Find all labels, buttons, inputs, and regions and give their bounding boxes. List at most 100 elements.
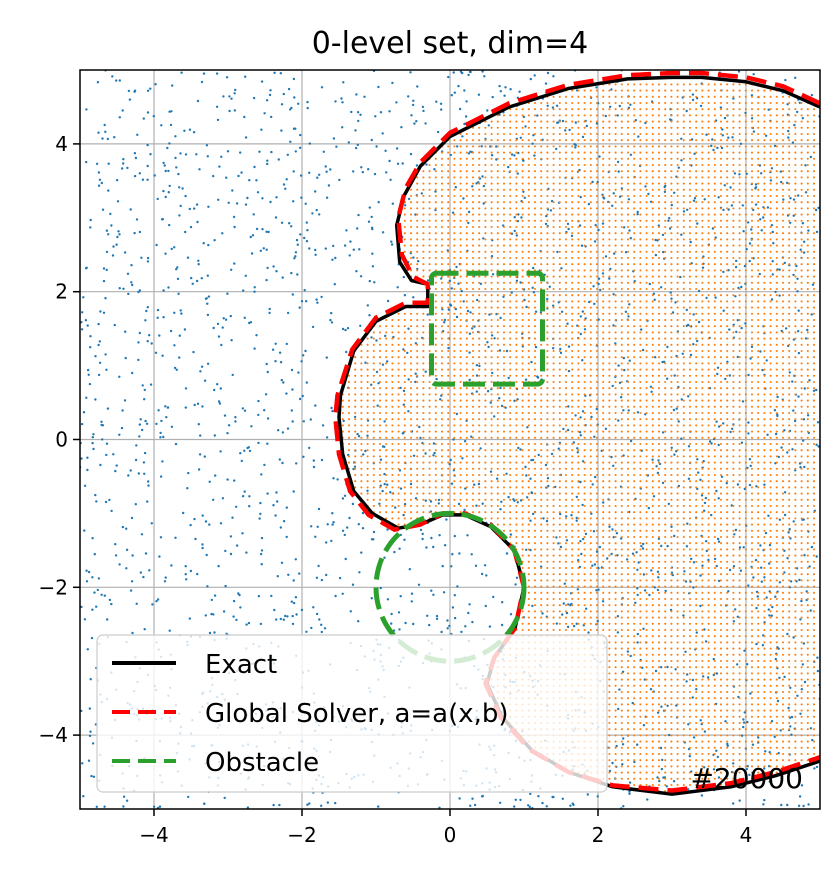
- region-point: [608, 226, 610, 228]
- sample-point: [605, 115, 607, 117]
- region-point: [460, 245, 462, 247]
- sample-point: [269, 201, 271, 203]
- region-point: [472, 207, 474, 209]
- sample-point: [158, 555, 160, 557]
- sample-point: [216, 72, 218, 74]
- region-point: [615, 176, 617, 178]
- region-point: [732, 201, 734, 203]
- sample-point: [750, 228, 752, 230]
- sample-point: [259, 502, 261, 504]
- sample-point: [816, 231, 818, 233]
- sample-point: [535, 346, 537, 348]
- sample-point: [356, 227, 358, 229]
- region-point: [757, 127, 759, 129]
- sample-point: [261, 537, 263, 539]
- region-point: [677, 164, 679, 166]
- sample-point: [185, 565, 187, 567]
- region-point: [478, 145, 480, 147]
- region-point: [770, 195, 772, 197]
- region-point: [708, 158, 710, 160]
- sample-point: [87, 324, 89, 326]
- sample-point: [252, 234, 254, 236]
- region-point: [534, 232, 536, 234]
- sample-point: [547, 72, 549, 74]
- sample-point: [331, 523, 333, 525]
- region-point: [565, 220, 567, 222]
- sample-point: [118, 563, 120, 565]
- sample-point: [306, 221, 308, 223]
- region-point: [776, 195, 778, 197]
- sample-point: [224, 414, 226, 416]
- sample-point: [146, 423, 148, 425]
- region-point: [788, 220, 790, 222]
- region-point: [782, 164, 784, 166]
- region-point: [639, 232, 641, 234]
- region-point: [658, 90, 660, 92]
- sample-point: [106, 618, 108, 620]
- sample-point: [155, 244, 157, 246]
- region-point: [453, 232, 455, 234]
- region-point: [745, 145, 747, 147]
- region-point: [497, 145, 499, 147]
- sample-point: [775, 433, 777, 435]
- region-point: [435, 251, 437, 253]
- sample-point: [199, 370, 201, 372]
- sample-point: [350, 111, 352, 113]
- sample-point: [807, 229, 809, 231]
- region-point: [677, 232, 679, 234]
- region-point: [813, 114, 815, 116]
- region-point: [801, 158, 803, 160]
- sample-point: [89, 731, 91, 733]
- sample-point: [798, 579, 800, 581]
- sample-point: [210, 613, 212, 615]
- sample-point: [711, 138, 713, 140]
- region-point: [782, 108, 784, 110]
- region-point: [503, 164, 505, 166]
- sample-point: [519, 799, 521, 801]
- region-point: [565, 226, 567, 228]
- sample-point: [596, 408, 598, 410]
- sample-point: [410, 114, 412, 116]
- region-point: [577, 145, 579, 147]
- sample-point: [440, 103, 442, 105]
- region-point: [714, 121, 716, 123]
- region-point: [515, 232, 517, 234]
- sample-point: [384, 335, 386, 337]
- region-point: [621, 83, 623, 85]
- region-point: [807, 114, 809, 116]
- sample-point: [688, 478, 690, 480]
- region-point: [584, 176, 586, 178]
- sample-point: [82, 296, 84, 298]
- region-point: [677, 96, 679, 98]
- sample-point: [524, 197, 526, 199]
- sample-point: [660, 666, 662, 668]
- sample-point: [330, 312, 332, 314]
- sample-point: [231, 517, 233, 519]
- sample-point: [171, 248, 173, 250]
- sample-point: [546, 805, 548, 807]
- region-point: [652, 121, 654, 123]
- region-point: [460, 176, 462, 178]
- sample-point: [444, 319, 446, 321]
- region-point: [565, 238, 567, 240]
- sample-point: [261, 228, 263, 230]
- sample-point: [184, 195, 186, 197]
- region-point: [701, 238, 703, 240]
- sample-point: [510, 613, 512, 615]
- sample-point: [91, 537, 93, 539]
- region-point: [732, 127, 734, 129]
- sample-point: [157, 317, 159, 319]
- region-point: [540, 214, 542, 216]
- sample-point: [239, 452, 241, 454]
- region-point: [602, 102, 604, 104]
- region-point: [683, 152, 685, 154]
- region-point: [422, 176, 424, 178]
- sample-point: [514, 583, 516, 585]
- region-point: [701, 145, 703, 147]
- region-point: [658, 145, 660, 147]
- region-point: [788, 226, 790, 228]
- region-point: [807, 189, 809, 191]
- sample-point: [602, 222, 604, 224]
- region-point: [553, 214, 555, 216]
- sample-point: [90, 678, 92, 680]
